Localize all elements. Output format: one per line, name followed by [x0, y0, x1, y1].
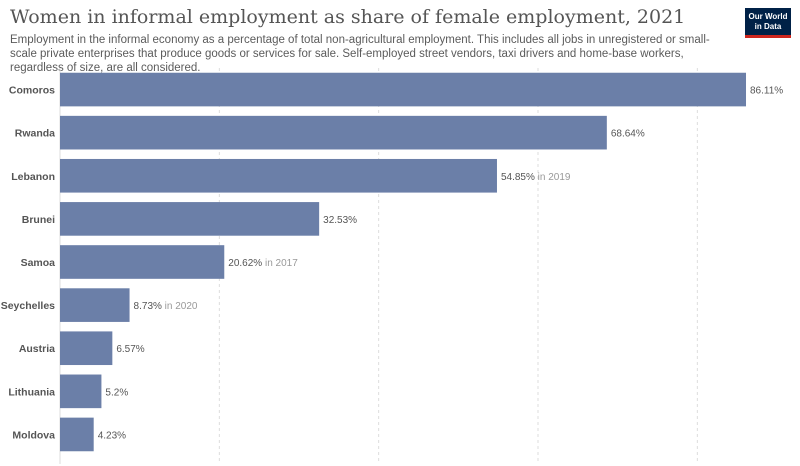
chart-title: Women in informal employment as share of…: [10, 6, 686, 28]
value-label: 68.64%: [611, 129, 645, 140]
value-label: 32.53%: [323, 215, 357, 226]
chart-subtitle: Employment in the informal economy as a …: [10, 34, 710, 74]
category-label: Brunei: [22, 214, 55, 226]
category-label: Moldova: [12, 429, 55, 441]
category-label: Samoa: [21, 257, 56, 269]
value-label: 5.2%: [105, 387, 128, 398]
bar: [60, 115, 607, 150]
value-label: 86.11%: [750, 86, 783, 97]
logo-line-2: in Data: [754, 21, 782, 31]
category-label: Seychelles: [1, 300, 55, 312]
value-label: 20.62% in 2017: [228, 258, 298, 269]
category-label: Rwanda: [15, 128, 55, 140]
bar: [60, 245, 225, 279]
owid-logo[interactable]: Our World in Data: [745, 8, 791, 38]
bar: [60, 202, 320, 236]
year-note: in 2019: [535, 172, 571, 183]
value-label: 6.57%: [116, 344, 144, 355]
value-label: 54.85% in 2019: [501, 172, 571, 183]
logo-line-1: Our World: [748, 11, 788, 21]
value-label: 4.23%: [98, 430, 126, 441]
category-label: Lebanon: [11, 171, 55, 183]
bar: [60, 158, 497, 193]
bar: [60, 72, 747, 107]
category-label: Austria: [19, 343, 55, 355]
category-label: Comoros: [9, 85, 55, 97]
bar: [60, 417, 94, 452]
year-note: in 2017: [262, 258, 298, 269]
bar: [60, 331, 113, 366]
value-label: 8.73% in 2020: [134, 301, 198, 312]
category-label: Lithuania: [8, 386, 55, 398]
bar: [60, 288, 130, 322]
year-note: in 2020: [162, 301, 198, 312]
bar: [60, 374, 102, 409]
